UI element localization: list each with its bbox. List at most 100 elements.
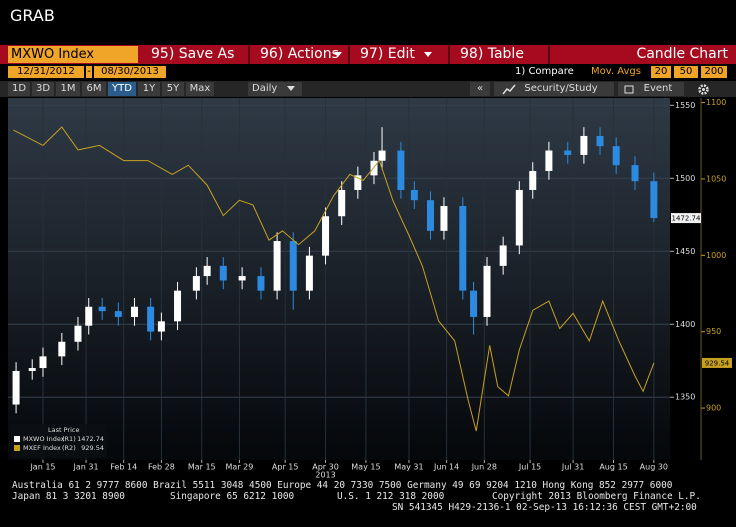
x-tick-label: Feb 28 (148, 463, 175, 472)
price-tag-label: 929.54 (705, 359, 730, 367)
candle-body (157, 321, 165, 332)
period-button[interactable]: 5Y (162, 82, 184, 96)
year-label: 2013 (315, 471, 335, 480)
candle-body (58, 341, 66, 357)
candle-body (580, 135, 588, 155)
candle-body (219, 265, 227, 281)
y2-tick-label: 1000 (706, 251, 726, 260)
period-button[interactable]: Max (186, 82, 214, 96)
candle-body (130, 306, 138, 317)
x-tick-label: Jun 14 (433, 463, 459, 472)
candle-body (12, 370, 20, 405)
mov-avg-period[interactable]: 50 (674, 66, 698, 78)
dropdown-arrow (424, 52, 432, 57)
candle-body (238, 276, 246, 281)
candle-body (612, 146, 620, 166)
table[interactable]: 98) Table (448, 45, 545, 64)
collapse[interactable]: « (470, 82, 490, 96)
candle-body (545, 150, 553, 171)
candle-body (354, 175, 362, 190)
mov-avg-period[interactable]: 20 (651, 66, 671, 78)
candle-body (28, 368, 36, 371)
candle-body (85, 306, 93, 326)
x-tick-label: Mar 29 (226, 463, 254, 472)
mov-avg-period[interactable]: 200 (701, 66, 727, 78)
y-tick-label: 1350 (675, 393, 695, 402)
y-tick-label: 1450 (675, 247, 695, 256)
y2-tick-label: 1100 (706, 98, 726, 107)
candle-body (114, 311, 122, 317)
save-as[interactable]: 95) Save As (151, 46, 235, 62)
period-button[interactable]: 3D (32, 82, 54, 96)
security-study[interactable]: Security/Study (494, 82, 614, 96)
x-tick-label: Jan 31 (73, 463, 99, 472)
end-date[interactable]: 08/30/2013 (94, 66, 166, 78)
x-tick-label: Feb 14 (110, 463, 137, 472)
candle-body (98, 306, 106, 312)
x-tick-label: Apr 30 (312, 463, 339, 472)
candle-body (192, 276, 200, 291)
edit[interactable]: 97) Edit (348, 45, 445, 64)
footer-session: SN 541345 H429-2136-1 02-Sep-13 16:12:36… (392, 502, 697, 513)
plot-area (8, 98, 670, 460)
y2-tick-label: 950 (706, 327, 721, 336)
footer-copyright: Copyright 2013 Bloomberg Finance L.P. (492, 491, 701, 502)
y-tick-label: 1400 (675, 320, 695, 329)
x-tick-label: May 15 (351, 463, 380, 472)
actions[interactable]: 96) Actions (248, 45, 345, 64)
legend-box (11, 424, 107, 458)
period-button[interactable]: 6M (82, 82, 106, 96)
x-tick-label: Mar 15 (188, 463, 216, 472)
period-button[interactable]: 1M (56, 82, 80, 96)
security-field[interactable]: MXWO Index (8, 46, 138, 63)
candle-body (631, 165, 639, 182)
candle-body (147, 306, 155, 332)
x-tick-label: Apr 15 (272, 463, 299, 472)
x-tick-label: May 31 (394, 463, 423, 472)
legend-name: MXWO Index (23, 435, 65, 443)
dropdown-arrow (334, 52, 342, 57)
footer-office: U.S. 1 212 318 2000 (337, 491, 445, 502)
candle-body (174, 290, 182, 322)
price-tag (671, 213, 701, 224)
mov-avgs-label: Mov. Avgs (591, 66, 641, 77)
y2-tick-label: 1050 (706, 174, 726, 183)
settings-icon[interactable] (697, 83, 710, 96)
candle-body (338, 189, 346, 217)
y-tick-label: 1550 (675, 101, 695, 110)
chart-name: Candle Chart (548, 45, 728, 64)
compare[interactable]: 1) Compare (515, 66, 574, 77)
menu-bar (0, 45, 736, 64)
period-button[interactable]: YTD (108, 82, 136, 96)
legend-title: Last Price (48, 426, 79, 434)
event-icon (624, 85, 634, 94)
legend-name: MXEF Index (23, 444, 61, 452)
candle-body (499, 245, 507, 266)
candle-body (273, 241, 281, 291)
legend-swatch (14, 436, 20, 442)
candle-body (370, 160, 378, 176)
x-tick-label: Jan 15 (29, 463, 55, 472)
candle-body (440, 206, 448, 231)
candle-body (470, 290, 478, 317)
x-tick-label: Jul 15 (518, 463, 541, 472)
event[interactable]: Event (618, 82, 684, 96)
period-button[interactable]: 1Y (138, 82, 160, 96)
start-date[interactable]: 12/31/2012 (8, 66, 84, 78)
candle-body (305, 255, 313, 291)
frequency[interactable]: Daily (248, 82, 302, 96)
legend-value: 1472.74 (77, 435, 104, 443)
period-button[interactable]: 1D (8, 82, 30, 96)
date-separator: - (86, 66, 92, 78)
candle-body (397, 150, 405, 190)
legend-axis: (R2) (62, 444, 76, 452)
legend-axis: (R1) (62, 435, 76, 443)
y-tick-label: 1500 (675, 174, 695, 183)
line-series (13, 126, 655, 432)
footer-office: Japan 81 3 3201 8900 (12, 491, 125, 502)
candle-body (203, 265, 211, 277)
footer-contacts: Australia 61 2 9777 8600 Brazil 5511 304… (12, 480, 673, 491)
candle-body (596, 135, 604, 147)
